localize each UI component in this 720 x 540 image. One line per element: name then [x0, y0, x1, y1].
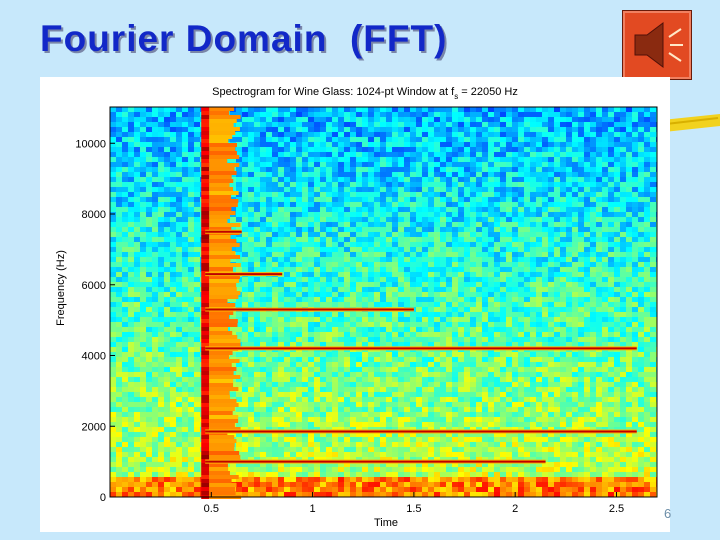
spectrogram-figure: Spectrogram for Wine Glass: 1024-pt Wind… [40, 77, 670, 532]
y-tick-label-1: 2000 [82, 421, 106, 433]
x-tick-label-0: 0.5 [204, 503, 219, 515]
slide-number: 6 [664, 506, 672, 521]
spectrogram-cells [110, 107, 657, 497]
x-tick-label-3: 2 [512, 503, 518, 515]
x-axis-label: Time [374, 517, 398, 529]
x-tick-label-4: 2.5 [609, 503, 624, 515]
y-tick-label-3: 6000 [82, 280, 106, 292]
x-tick-label-1: 1 [310, 503, 316, 515]
sound-button[interactable] [622, 10, 692, 80]
y-tick-label-4: 8000 [82, 209, 106, 221]
y-axis-label: Frequency (Hz) [55, 250, 67, 326]
onset-column [201, 107, 242, 499]
chart-title: Spectrogram for Wine Glass: 1024-pt Wind… [212, 86, 518, 101]
axes-layer: 0.5 1 1.5 2 2.5 0 2000 4000 6000 8000 10000 [75, 106, 658, 515]
speaker-icon [634, 22, 683, 68]
y-tick-label-0: 0 [100, 492, 106, 504]
spectrogram-chart: Spectrogram for Wine Glass: 1024-pt Wind… [55, 86, 658, 529]
x-tick-label-2: 1.5 [406, 503, 421, 515]
axes-frame [109, 106, 658, 498]
y-tick-label-2: 4000 [82, 351, 106, 363]
y-tick-label-5: 10000 [75, 138, 106, 150]
slide-title: Fourier Domain (FFT) [40, 18, 448, 59]
decorative-bar [662, 114, 720, 132]
plot-area [110, 107, 657, 499]
